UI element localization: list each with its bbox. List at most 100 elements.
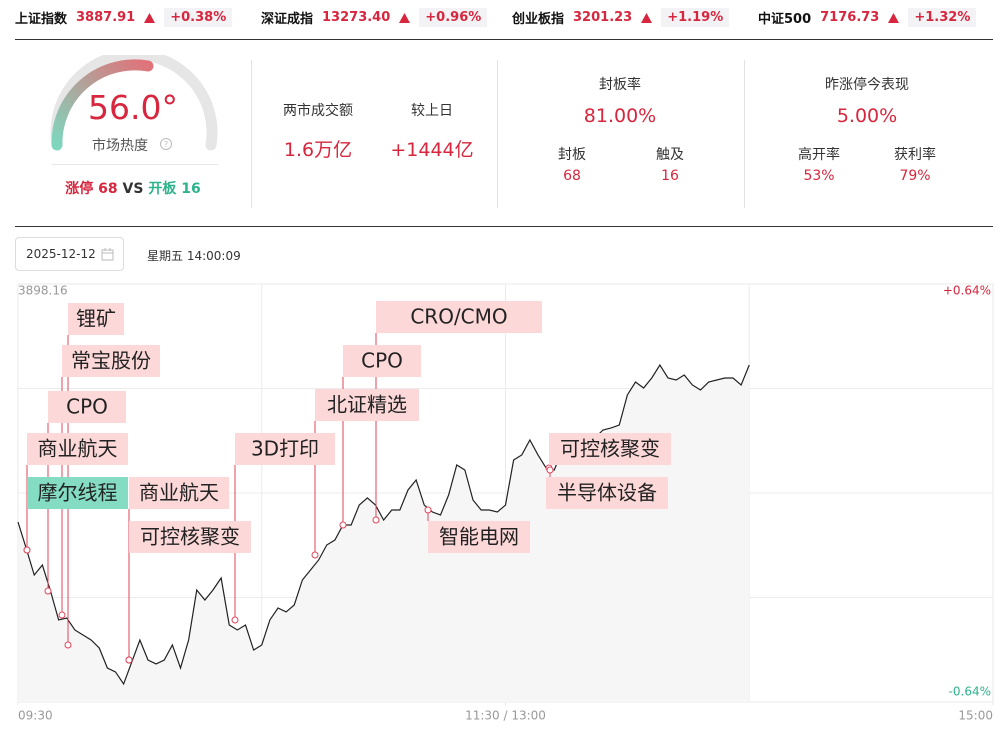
seal-label: 封板率	[599, 77, 641, 93]
annotation-marker	[58, 611, 66, 619]
ticker: 深证成指 13273.40 +0.96%	[261, 8, 488, 27]
divider	[251, 60, 252, 208]
annotation-label: CPO	[66, 395, 108, 419]
y-tick-label: 3898.16	[18, 284, 68, 298]
x-tick-label: 11:30 / 13:00	[465, 709, 546, 723]
annotation-box	[129, 521, 251, 553]
y2-tick-label: +0.64%	[943, 284, 991, 298]
profit-value: 79%	[899, 168, 931, 184]
heat-gauge	[50, 55, 218, 151]
annotation-box	[315, 389, 419, 421]
annotation-marker	[372, 516, 380, 524]
ticker-name: 深证成指	[261, 12, 314, 27]
annotation-label: 商业航天	[38, 437, 118, 461]
ticker-value: 13273.40	[322, 10, 391, 25]
turnover-change-label: 较上日	[411, 103, 453, 119]
opened-label: 开板	[148, 181, 177, 197]
annotation-box	[129, 477, 229, 509]
ticker-value: 3887.91	[76, 10, 136, 25]
annotation-label: 半导体设备	[557, 481, 657, 505]
limit-up-count: 68	[98, 181, 118, 197]
touched-label: 触及	[656, 147, 684, 163]
weekday-time: 星期五 14:00:09	[147, 249, 241, 263]
annotation-marker	[23, 546, 31, 554]
turnover-label: 两市成交额	[283, 103, 353, 119]
limit-summary: 涨停 68 VS 开板 16	[65, 178, 200, 198]
annotation-label: 北证精选	[327, 393, 407, 417]
calendar-icon	[101, 248, 114, 261]
ticker: 创业板指 3201.23 +1.19%	[512, 8, 730, 27]
heat-label: 市场热度	[92, 138, 148, 154]
annotation-box	[235, 433, 335, 465]
annotation-marker	[44, 587, 52, 595]
svg-text:?: ?	[164, 140, 168, 149]
divider	[744, 60, 745, 208]
annotation-label: CPO	[361, 349, 403, 373]
annotation-marker	[311, 551, 319, 559]
seal-value: 81.00%	[583, 105, 657, 127]
up-arrow	[641, 12, 653, 23]
annotation-box	[68, 303, 124, 335]
y2-tick-label: -0.64%	[949, 685, 991, 699]
divider	[15, 226, 993, 227]
annotation-marker	[231, 616, 239, 624]
touched-value: 16	[661, 168, 679, 184]
annotation-box	[62, 345, 160, 377]
divider	[52, 164, 218, 165]
annotation-label: 常宝股份	[71, 349, 151, 373]
annotation-box	[549, 433, 671, 465]
x-tick-label: 09:30	[18, 709, 53, 723]
ticker-name: 上证指数	[15, 12, 68, 27]
annotation-box	[27, 477, 128, 509]
annotation-box	[48, 391, 126, 423]
ticker-name: 创业板指	[512, 12, 565, 27]
divider	[497, 60, 498, 208]
annotation-label: 锂矿	[76, 307, 116, 331]
turnover-value: 1.6万亿	[283, 139, 353, 161]
ticker-change: +0.38%	[164, 8, 233, 27]
yesterday-label: 昨涨停今表现	[825, 77, 909, 93]
info-icon[interactable]: ?	[159, 137, 173, 151]
sealed-value: 68	[563, 168, 581, 184]
high-open-label: 高开率	[798, 147, 840, 163]
annotation-label: 摩尔线程	[38, 481, 118, 505]
heat-value: 56.0°	[88, 88, 178, 127]
annotation-box	[376, 301, 542, 333]
annotation-label: 商业航天	[139, 481, 219, 505]
up-arrow	[888, 12, 900, 23]
ticker-change: +1.19%	[661, 8, 730, 27]
annotation-marker	[125, 656, 133, 664]
annotation-label: 可控核聚变	[560, 437, 660, 461]
ticker-change: +1.32%	[908, 8, 977, 27]
ticker-value: 3201.23	[573, 10, 633, 25]
price-line	[17, 363, 750, 686]
vs: VS	[122, 181, 144, 197]
up-arrow	[399, 12, 411, 23]
ticker-name: 中证500	[758, 12, 812, 27]
turnover-change: +1444亿	[390, 139, 474, 161]
ticker: 中证500 7176.73 +1.32%	[758, 8, 977, 27]
annotation-box	[343, 345, 421, 377]
divider	[15, 39, 993, 40]
annotation-label: 可控核聚变	[140, 525, 240, 549]
high-open-value: 53%	[803, 168, 835, 184]
annotation-marker	[339, 521, 347, 529]
opened-count: 16	[181, 181, 201, 197]
annotation-marker	[546, 466, 554, 474]
annotation-label: 智能电网	[439, 525, 519, 549]
annotation-label: 3D打印	[251, 437, 319, 461]
ticker: 上证指数 3887.91 +0.38%	[15, 8, 233, 27]
up-arrow	[144, 12, 156, 23]
yesterday-value: 5.00%	[836, 105, 898, 127]
annotation-label: CRO/CMO	[410, 305, 507, 329]
ticker-value: 7176.73	[820, 10, 880, 25]
sealed-label: 封板	[558, 147, 586, 163]
limit-up-label: 涨停	[65, 181, 94, 197]
x-tick-label: 15:00	[958, 709, 993, 723]
date: 2025-12-12	[26, 247, 96, 261]
profit-label: 获利率	[894, 147, 936, 163]
date-picker[interactable]: 2025-12-12	[15, 237, 124, 271]
annotation-marker	[64, 641, 72, 649]
